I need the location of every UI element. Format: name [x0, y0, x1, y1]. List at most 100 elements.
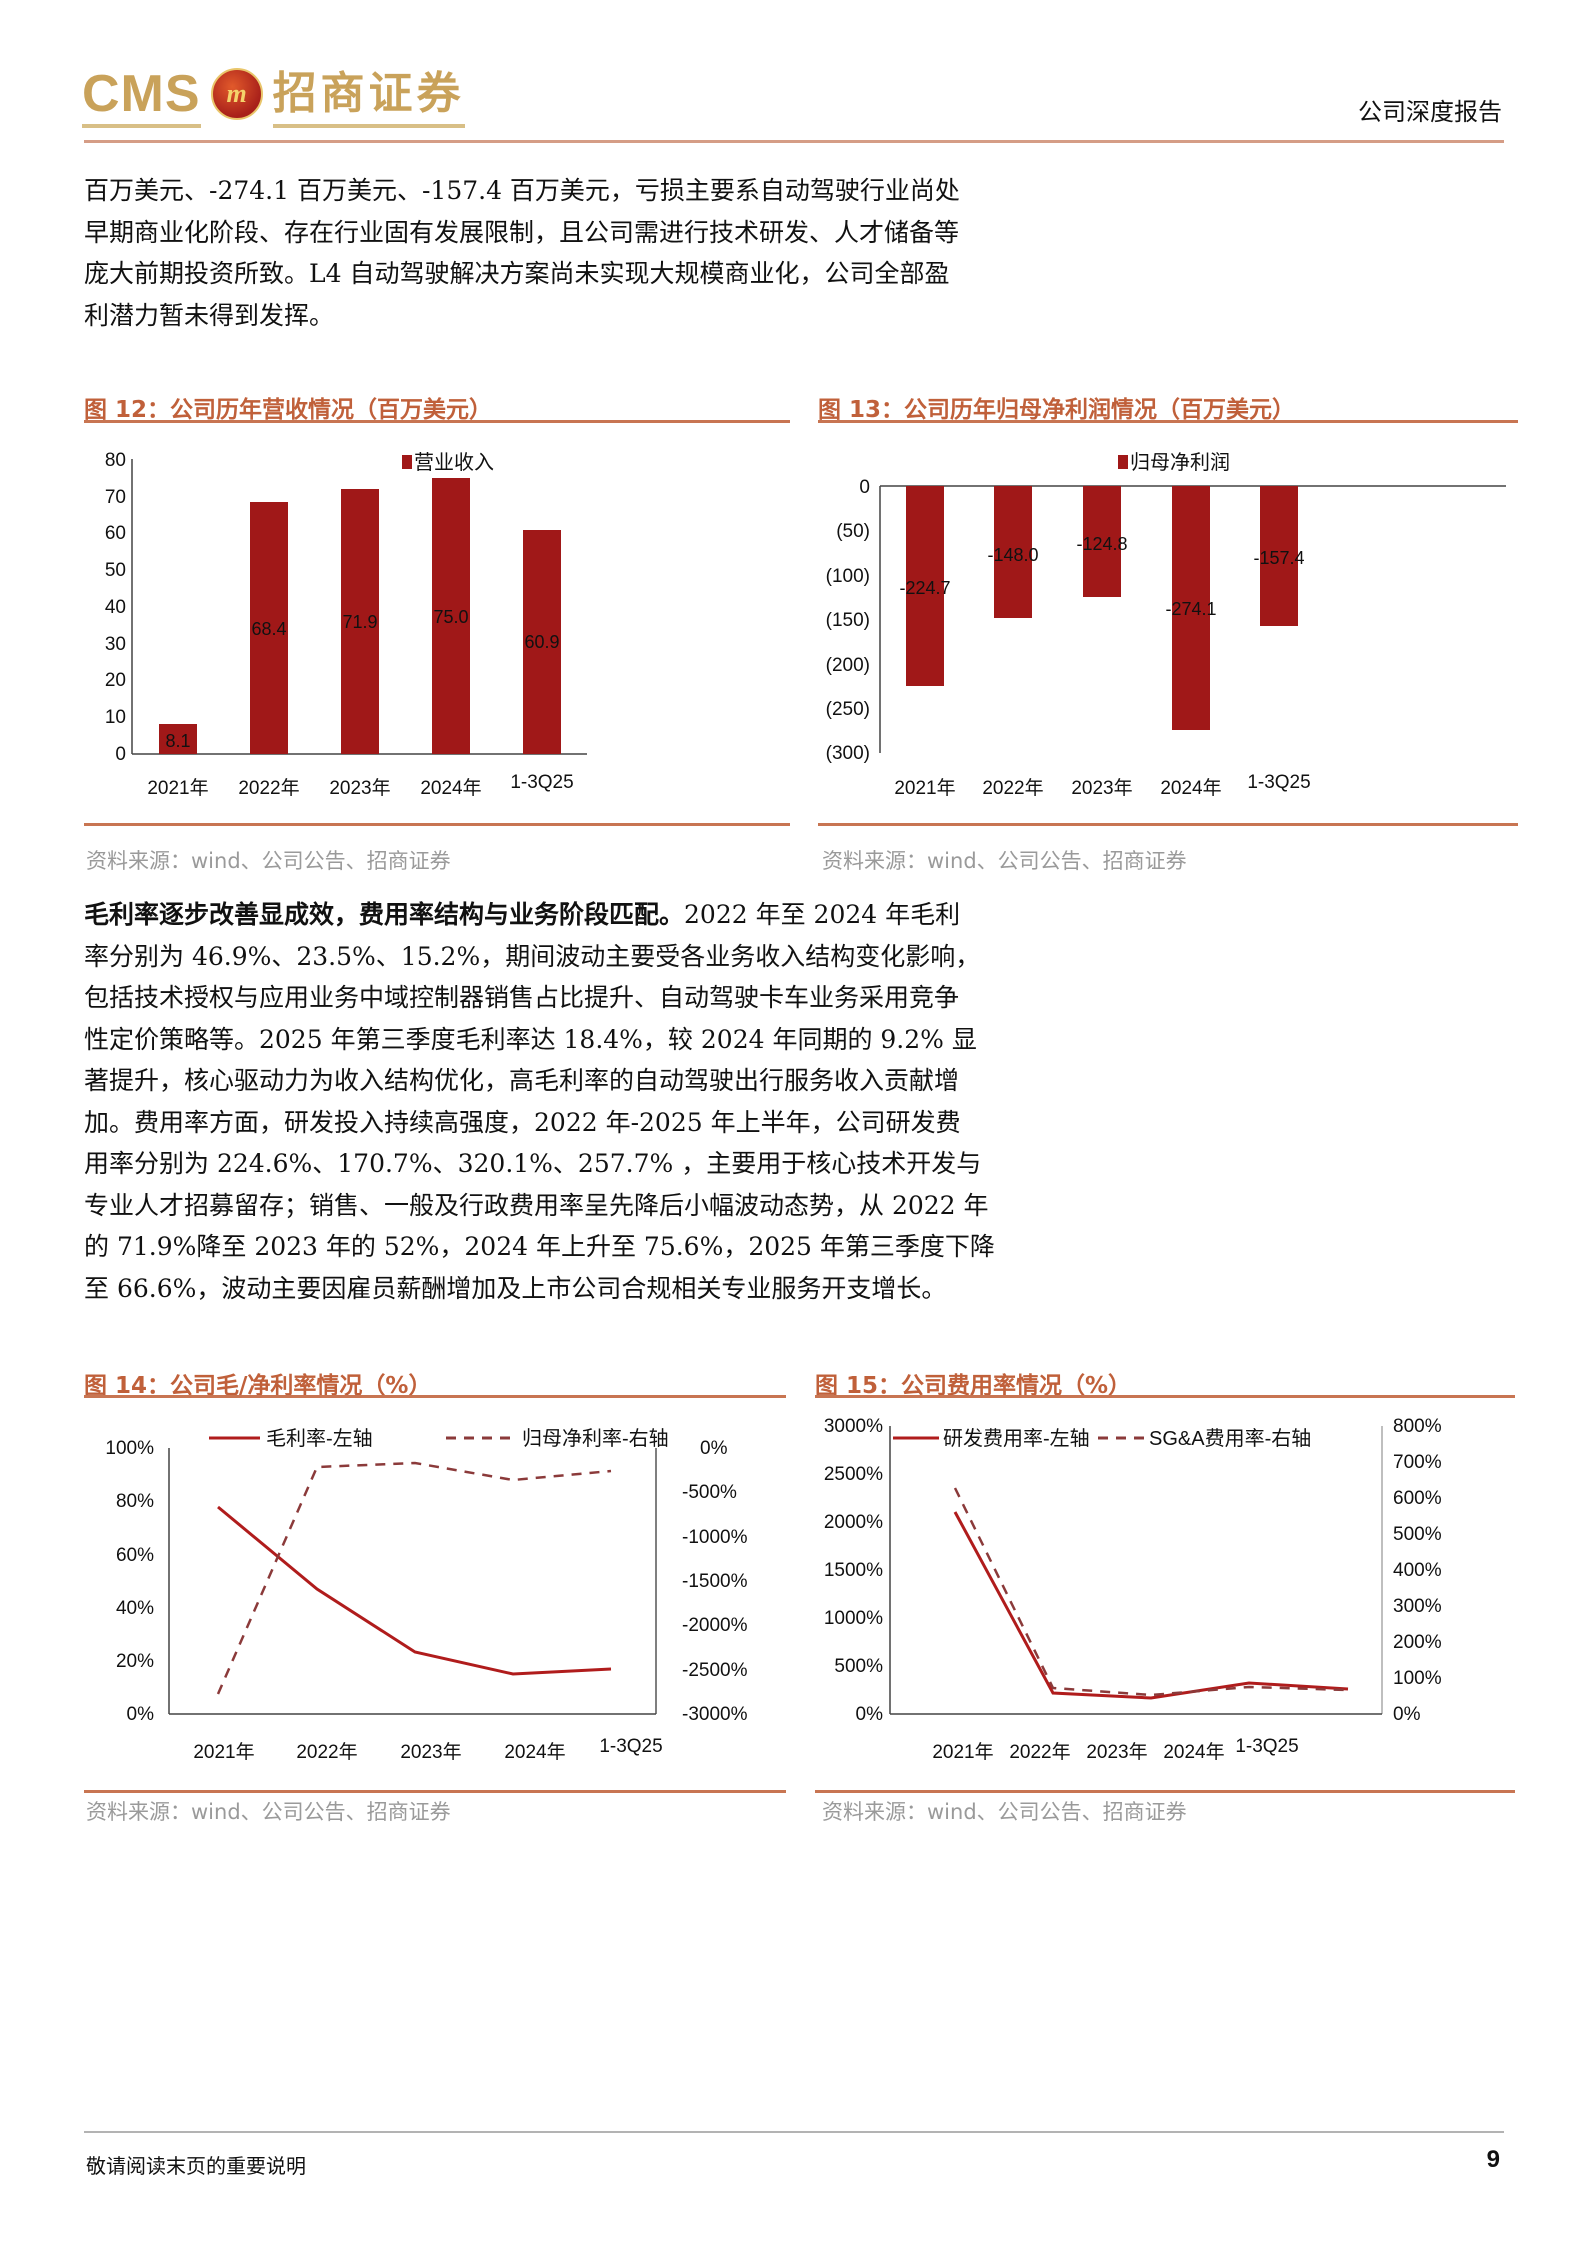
svg-text:700%: 700% [1393, 1452, 1442, 1473]
figure-15-bottom-rule [815, 1790, 1515, 1793]
gross-margin-line [217, 1505, 612, 1676]
bars [159, 478, 561, 754]
svg-text:0%: 0% [856, 1704, 884, 1725]
svg-text:1-3Q25: 1-3Q25 [1235, 1736, 1298, 1757]
figure-15-top-rule [815, 1395, 1515, 1398]
figure-14-top-rule [84, 1395, 786, 1398]
brand-logo: CMS m 招商证券 [82, 58, 465, 128]
svg-text:(300): (300) [826, 743, 870, 764]
logo-wordmark-chinese: 招商证券 [272, 66, 465, 128]
svg-text:8.1: 8.1 [165, 731, 190, 751]
bar-2021 [906, 486, 944, 686]
data-labels: -224.7 -148.0 -124.8 -274.1 -157.4 [899, 534, 1304, 619]
x-tick-labels: 2021年 2022年 2023年 2024年 1-3Q25 [193, 1736, 662, 1763]
svg-text:(100): (100) [826, 566, 870, 587]
bar-2024 [432, 478, 470, 754]
left-y-axis: 0% 20% 40% 60% 80% 100% [105, 1438, 170, 1725]
page-number: 9 [1486, 2146, 1500, 2173]
svg-text:2500%: 2500% [824, 1464, 883, 1485]
svg-text:50: 50 [105, 560, 126, 581]
svg-text:0%: 0% [127, 1704, 155, 1725]
svg-text:2021年: 2021年 [193, 1741, 254, 1763]
svg-text:2024年: 2024年 [420, 777, 481, 799]
svg-text:-1500%: -1500% [682, 1571, 748, 1592]
svg-text:40: 40 [105, 597, 126, 618]
text-line: 早期商业化阶段、存在行业固有发展限制，且公司需进行技术研发、人才储备等 [84, 217, 960, 247]
figure-12-bottom-rule [84, 823, 790, 826]
footer-divider [84, 2131, 1504, 2133]
paragraph-loss-explanation: 百万美元、-274.1 百万美元、-157.4 百万美元，亏损主要系自动驾驶行业… [84, 170, 1074, 336]
text-line: 庞大前期投资所致。L4 自动驾驶解决方案尚未实现大规模商业化，公司全部盈 [84, 259, 950, 288]
svg-text:80%: 80% [116, 1491, 154, 1512]
svg-text:2022年: 2022年 [296, 1741, 357, 1763]
svg-text:-500%: -500% [682, 1482, 737, 1503]
figure-14-line-chart: 毛利率-左轴 归母净利率-右轴 0% 20% 40% 60% 80% 100% … [105, 1427, 748, 1763]
chart-legend: 归母净利润 [1118, 451, 1230, 474]
bar-1-3q25 [523, 530, 561, 754]
bar-1-3q25 [1260, 486, 1298, 626]
svg-text:75.0: 75.0 [433, 607, 468, 627]
svg-text:-224.7: -224.7 [899, 578, 950, 598]
legend-swatch [1118, 455, 1128, 469]
bar-2022 [250, 502, 288, 754]
figure-15-source: 资料来源：wind、公司公告、招商证券 [822, 1800, 1187, 1824]
svg-text:2022年: 2022年 [1009, 1741, 1070, 1763]
svg-text:(150): (150) [826, 610, 870, 631]
chart-legend: 毛利率-左轴 归母净利率-右轴 [209, 1427, 669, 1450]
svg-text:0: 0 [859, 477, 870, 498]
legend-label-net-margin: 归母净利率-右轴 [522, 1427, 669, 1450]
text-line: 加。费用率方面，研发投入持续高强度，2022 年-2025 年上半年，公司研发费 [84, 1107, 961, 1137]
svg-text:2021年: 2021年 [894, 777, 955, 799]
figure-14-title: 图 14：公司毛/净利率情况（%） [84, 1373, 432, 1399]
svg-text:400%: 400% [1393, 1560, 1442, 1581]
data-labels: 8.1 68.4 71.9 75.0 60.9 [165, 607, 559, 751]
svg-text:(50): (50) [836, 521, 870, 542]
svg-text:800%: 800% [1393, 1416, 1442, 1437]
logo-badge-icon: m [210, 68, 263, 120]
figure-14-bottom-rule [84, 1790, 786, 1793]
svg-text:20: 20 [105, 670, 126, 691]
svg-text:100%: 100% [1393, 1668, 1442, 1689]
net-margin-line [216, 1461, 612, 1695]
legend-label: 营业收入 [414, 451, 494, 474]
svg-text:0: 0 [115, 744, 126, 765]
figure-12-bar-chart: 营业收入 0 10 20 30 40 50 60 70 80 8.1 68.4 … [105, 450, 587, 799]
svg-text:2024年: 2024年 [1160, 777, 1221, 799]
rnd-rate-line [953, 1511, 1349, 1700]
svg-text:2021年: 2021年 [932, 1741, 993, 1763]
bar-2021 [159, 724, 197, 754]
right-y-axis: 0% 100% 200% 300% 400% 500% 600% 700% 80… [1381, 1416, 1442, 1725]
svg-text:-3000%: -3000% [682, 1704, 748, 1725]
paragraph-margins-and-expenses: 毛利率逐步改善显成效，费用率结构与业务阶段匹配。2022 年至 2024 年毛利… [84, 894, 1074, 1309]
x-tick-labels: 2021年 2022年 2023年 2024年 1-3Q25 [894, 772, 1310, 799]
svg-text:500%: 500% [1393, 1524, 1442, 1545]
text-line: 专业人才招募留存；销售、一般及行政费用率呈先降后小幅波动态势，从 2022 年 [84, 1190, 989, 1220]
text-line: 著提升，核心驱动力为收入结构优化，高毛利率的自动驾驶出行服务收入贡献增 [84, 1066, 960, 1095]
svg-text:-148.0: -148.0 [987, 545, 1038, 565]
text-line: 的 71.9%降至 2023 年的 52%，2024 年上升至 75.6%，20… [84, 1232, 995, 1261]
header-divider [84, 140, 1504, 143]
svg-text:-124.8: -124.8 [1076, 534, 1127, 554]
svg-text:80: 80 [105, 450, 126, 471]
svg-text:60.9: 60.9 [524, 632, 559, 652]
text-line: 性定价策略等。2025 年第三季度毛利率达 18.4%，较 2024 年同期的 … [84, 1024, 977, 1054]
svg-text:2023年: 2023年 [1071, 777, 1132, 799]
paragraph-lead: 毛利率逐步改善显成效，费用率结构与业务阶段匹配。 [84, 900, 685, 929]
svg-text:20%: 20% [116, 1651, 154, 1672]
bars [906, 486, 1298, 730]
svg-text:2024年: 2024年 [1163, 1741, 1224, 1763]
logo-wordmark-latin: CMS [82, 66, 201, 128]
legend-label-sga: SG&A费用率-右轴 [1149, 1427, 1311, 1450]
svg-text:1500%: 1500% [824, 1560, 883, 1581]
legend-swatch [402, 455, 412, 469]
svg-text:1000%: 1000% [824, 1608, 883, 1629]
text-line: 至 66.6%，波动主要因雇员薪酬增加及上市公司合规相关专业服务开支增长。 [84, 1273, 947, 1303]
left-y-axis: 0% 500% 1000% 1500% 2000% 2500% 3000% [824, 1416, 891, 1725]
svg-text:2022年: 2022年 [238, 777, 299, 799]
disclaimer-note: 敬请阅读末页的重要说明 [86, 2154, 306, 2178]
text-line: 用率分别为 224.6%、170.7%、320.1%、257.7% ，主要用于核… [84, 1149, 982, 1178]
svg-text:2023年: 2023年 [1086, 1741, 1147, 1763]
svg-text:2000%: 2000% [824, 1512, 883, 1533]
sga-rate-line [953, 1487, 1349, 1697]
text-line: 百万美元、-274.1 百万美元、-157.4 百万美元，亏损主要系自动驾驶行业… [84, 176, 960, 205]
